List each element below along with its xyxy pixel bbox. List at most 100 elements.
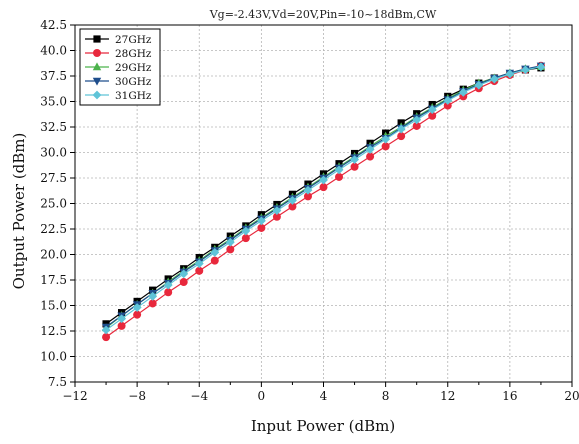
data-point-31ghz: [179, 269, 189, 279]
y-tick-label: 32.5: [40, 120, 67, 134]
legend-entry-30ghz: 30GHz: [85, 76, 152, 88]
y-axis-label: Output Power (dBm): [10, 133, 28, 290]
data-point-28ghz: [102, 333, 111, 342]
x-tick-label: 20: [564, 389, 579, 403]
data-point-28ghz: [366, 152, 375, 161]
x-tick-label: −4: [190, 389, 208, 403]
x-tick-label: 8: [382, 389, 390, 403]
legend: 27GHz 28GHz 29GHz 30GHz 31GHz: [79, 28, 161, 106]
y-tick-label: 30.0: [40, 146, 67, 160]
data-point-31ghz: [117, 314, 126, 324]
data-point-31ghz: [412, 115, 422, 125]
data-point-31ghz: [256, 216, 266, 226]
x-tick-label: 12: [440, 389, 455, 403]
data-point-28ghz: [443, 101, 452, 110]
data-point-31ghz: [272, 206, 282, 216]
data-point-28ghz: [210, 256, 219, 265]
y-axis: 7.5 10.0 12.5 15.0 17.5 20.0 22.5 25.0 27.5 30.0 3…: [40, 18, 75, 389]
data-point-31ghz: [303, 185, 313, 195]
legend-entry-31ghz: 31GHz: [85, 90, 152, 102]
data-point-28ghz: [350, 162, 359, 171]
data-point-28ghz: [335, 172, 344, 181]
x-tick-label: −8: [128, 389, 146, 403]
data-point-31ghz: [489, 74, 499, 84]
data-point-28ghz: [117, 321, 126, 330]
data-point-31ghz: [163, 280, 173, 290]
data-point-28ghz: [179, 278, 188, 287]
data-point-31ghz: [396, 124, 406, 134]
legend-label-28ghz: 28GHz: [115, 48, 152, 60]
data-point-28ghz: [412, 121, 421, 130]
data-point-31ghz: [458, 87, 468, 97]
legend-label-29ghz: 29GHz: [115, 62, 152, 74]
data-point-28ghz: [226, 245, 235, 254]
y-tick-label: 35.0: [40, 95, 67, 109]
data-point-31ghz: [210, 248, 220, 257]
data-point-28ghz: [288, 202, 297, 211]
data-point-28ghz: [303, 192, 312, 201]
data-point-31ghz: [225, 237, 235, 247]
y-tick-label: 17.5: [40, 273, 67, 287]
data-point-31ghz: [194, 259, 204, 269]
data-point-31ghz: [241, 226, 251, 236]
data-point-31ghz: [101, 325, 111, 335]
legend-marker-30ghz: [92, 77, 102, 86]
data-point-31ghz: [536, 62, 546, 72]
y-tick-label: 10.0: [40, 350, 67, 364]
y-tick-label: 20.0: [40, 248, 67, 262]
data-point-28ghz: [272, 212, 281, 221]
x-axis: −12 −8 −4 0 4 8 12 16 20: [62, 382, 579, 403]
data-point-31ghz: [288, 196, 297, 205]
y-tick-label: 27.5: [40, 171, 67, 185]
legend-label-27ghz: 27GHz: [115, 34, 152, 46]
data-point-28ghz: [257, 223, 266, 232]
x-tick-label: 4: [320, 389, 328, 403]
x-tick-label: 16: [502, 389, 517, 403]
data-point-28ghz: [397, 132, 406, 141]
data-point-28ghz: [241, 234, 250, 243]
y-tick-label: 15.0: [40, 299, 67, 313]
data-point-28ghz: [381, 142, 390, 151]
data-point-31ghz: [443, 96, 453, 105]
data-point-31ghz: [132, 303, 142, 312]
y-tick-label: 37.5: [40, 69, 67, 83]
x-tick-label: −12: [62, 389, 87, 403]
data-point-31ghz: [427, 105, 437, 115]
x-tick-label: 0: [258, 389, 266, 403]
data-point-31ghz: [350, 155, 359, 165]
x-axis-label: Input Power (dBm): [251, 417, 395, 435]
legend-label-30ghz: 30GHz: [115, 76, 152, 88]
data-point-31ghz: [505, 69, 515, 79]
legend-marker-28ghz: [93, 49, 101, 57]
chart-title: Vg=-2.43V,Vd=20V,Pin=-10~18dBm,CW: [209, 8, 437, 21]
data-point-31ghz: [365, 145, 375, 154]
legend-marker-27ghz: [93, 35, 101, 43]
series-31ghz: [101, 62, 546, 335]
data-point-28ghz: [428, 111, 437, 120]
y-tick-label: 40.0: [40, 44, 67, 58]
data-point-31ghz: [319, 175, 328, 185]
data-point-31ghz: [334, 165, 344, 175]
y-tick-label: 12.5: [40, 324, 67, 338]
y-tick-label: 22.5: [40, 222, 67, 236]
y-tick-label: 7.5: [48, 375, 67, 389]
y-tick-label: 25.0: [40, 197, 67, 211]
data-point-28ghz: [195, 266, 204, 275]
legend-entry-29ghz: 29GHz: [85, 62, 152, 74]
data-point-31ghz: [474, 80, 484, 90]
legend-marker-29ghz: [92, 62, 102, 71]
data-point-28ghz: [133, 310, 142, 319]
data-point-31ghz: [381, 134, 391, 144]
data-point-31ghz: [148, 291, 158, 301]
y-tick-label: 42.5: [40, 18, 67, 32]
data-point-31ghz: [521, 65, 530, 75]
legend-label-31ghz: 31GHz: [115, 90, 152, 102]
legend-entry-27ghz: 27GHz: [85, 34, 152, 46]
legend-entry-28ghz: 28GHz: [85, 48, 152, 60]
data-point-28ghz: [148, 299, 157, 308]
data-point-28ghz: [319, 183, 328, 192]
legend-marker-31ghz: [92, 90, 102, 100]
data-point-28ghz: [164, 288, 173, 297]
